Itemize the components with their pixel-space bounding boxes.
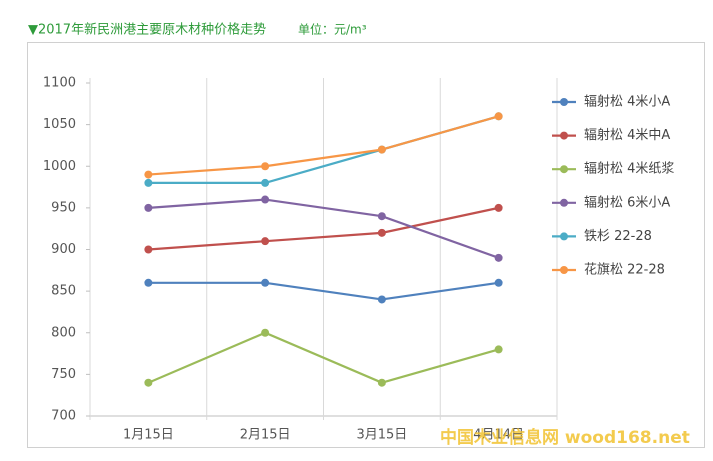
data-point [144,203,153,212]
legend-marker [560,165,568,174]
data-point [494,345,503,354]
legend-label: 辐射松 4米中A [584,127,670,143]
watermark: 中国木业信息网 wood168.net [440,427,690,448]
data-point [261,328,270,337]
legend-marker [560,266,568,274]
series-line [148,115,499,176]
chart-frame [27,42,705,448]
y-tick-label: 850 [51,284,76,299]
data-point [144,245,153,254]
y-tick-label: 800 [51,325,76,340]
data-point [261,278,270,287]
data-point [144,170,153,179]
legend-label: 辐射松 4米小A [584,94,670,110]
unit-label: 单位：元/m³ [298,22,367,37]
y-tick-label: 950 [51,200,76,215]
y-tick-label: 700 [51,409,76,424]
chart-title: ▼2017年新民洲港主要原木材种价格走势 [28,22,266,38]
legend-label: 花旗松 22-28 [584,262,665,278]
series-line [147,331,499,384]
data-point [377,228,386,237]
data-point [261,178,270,187]
legend-label: 辐射松 6米小A [584,194,670,210]
data-point [377,145,386,154]
legend-marker [560,98,568,106]
series-line [148,281,499,301]
data-point [494,203,503,212]
data-point [144,278,153,287]
legend-marker [560,131,568,140]
x-tick-label: 3月15日 [356,428,407,443]
y-tick-label: 1000 [43,159,76,174]
x-tick-label: 2月15日 [240,428,291,443]
data-point [494,112,503,121]
y-tick-label: 900 [51,242,76,257]
data-point [494,253,503,262]
data-point [494,278,503,287]
x-tick-label: 1月15日 [123,428,174,443]
x-tick-label: 4月14日 [473,428,524,443]
legend-marker [560,232,568,241]
series-line [148,198,499,259]
data-point [261,237,270,246]
y-tick-label: 1050 [43,117,76,132]
data-point [377,212,386,221]
legend-marker [560,198,568,207]
data-point [377,295,386,304]
data-point [144,378,153,387]
data-point [144,178,153,187]
y-tick-label: 750 [51,367,76,382]
y-tick-label: 1100 [43,76,76,91]
data-point [377,378,386,387]
data-point [261,162,270,171]
data-point [261,195,270,204]
legend-label: 辐射松 4米纸浆 [584,161,674,177]
series-line [148,206,499,251]
legend-label: 铁杉 22-28 [584,229,652,244]
